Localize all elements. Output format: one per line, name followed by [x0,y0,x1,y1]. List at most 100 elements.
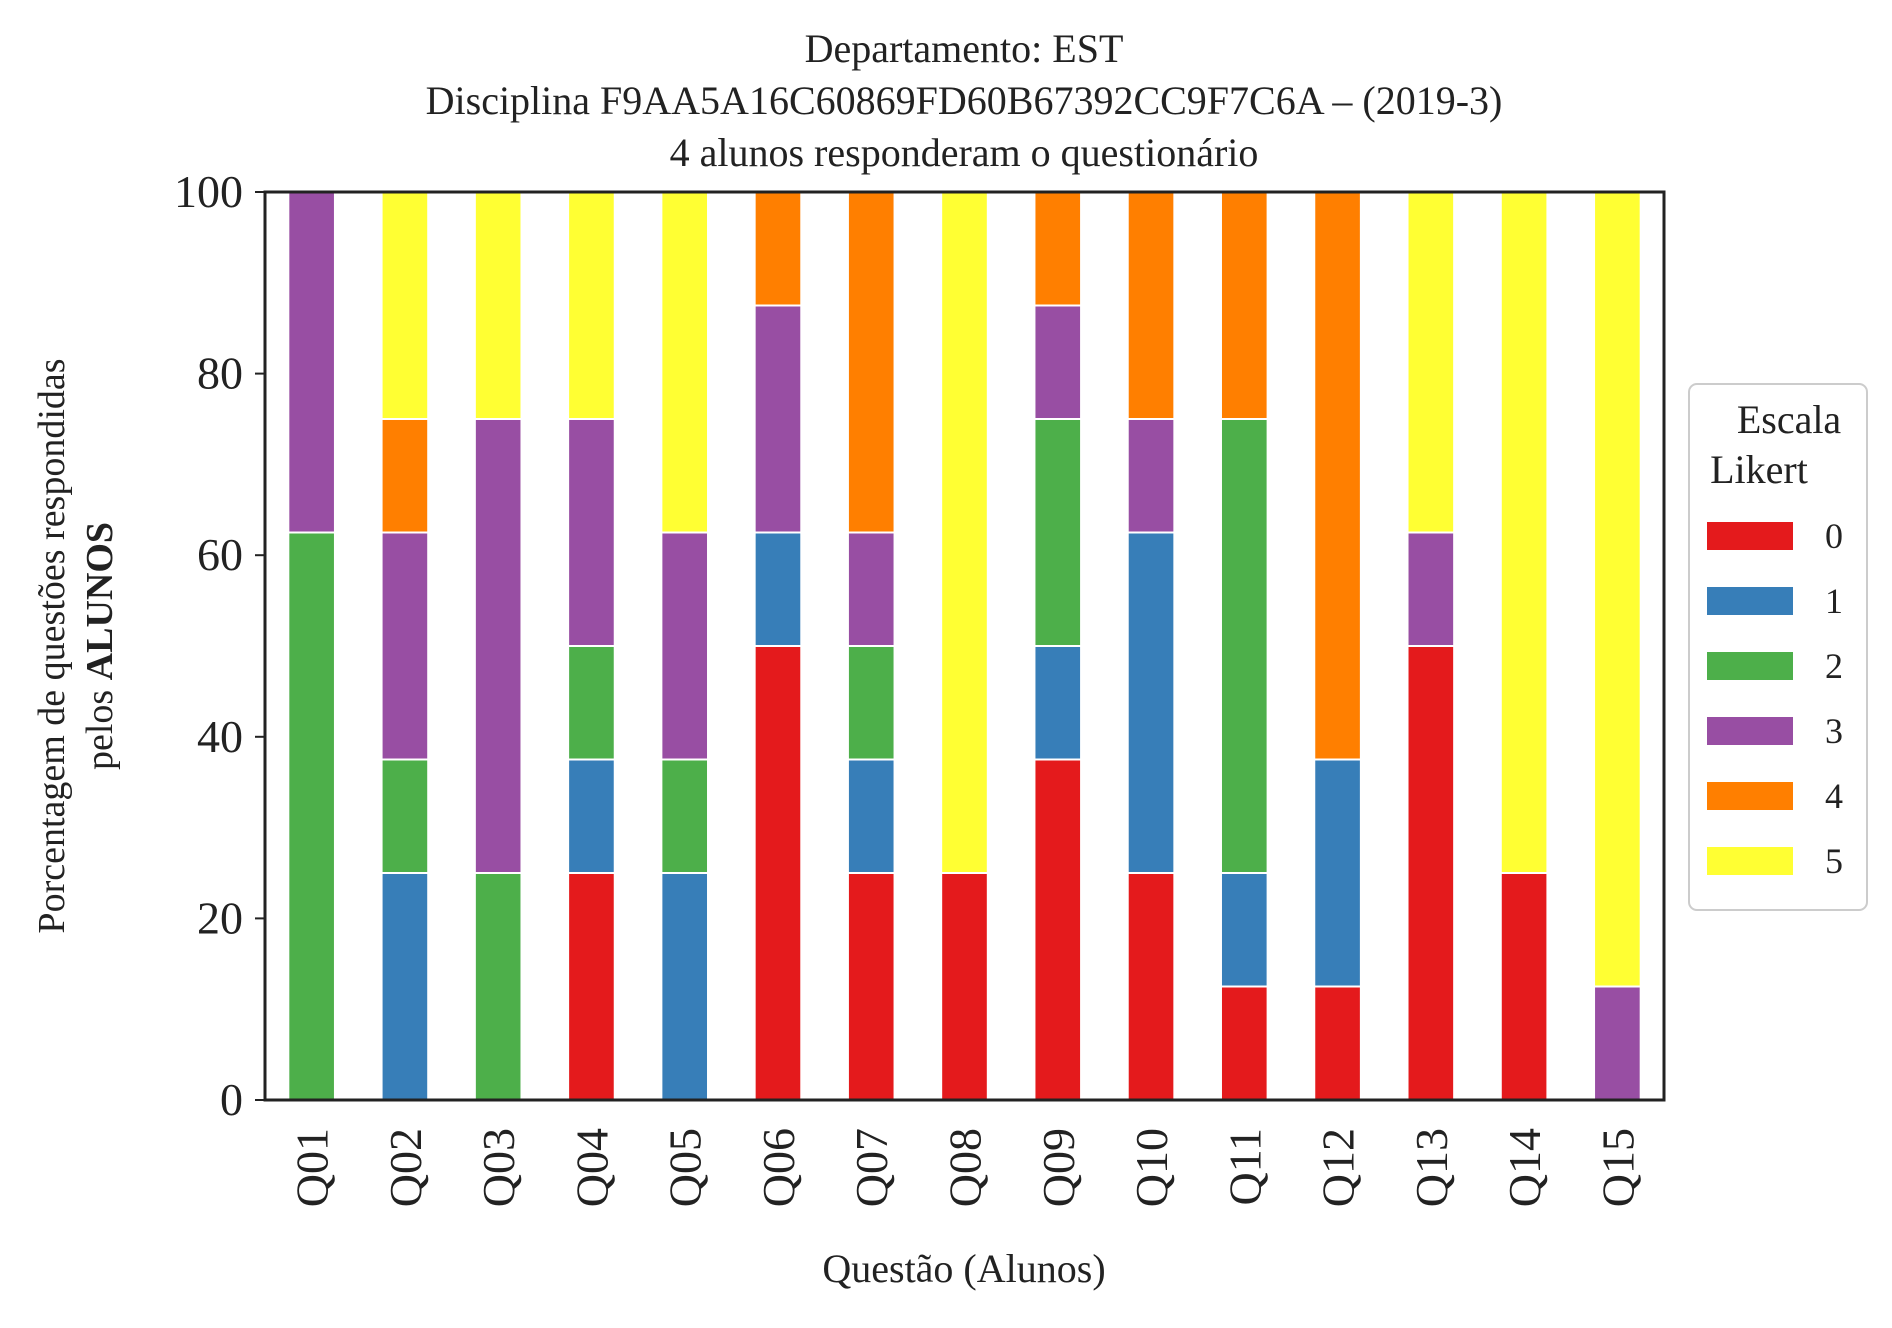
bar-segment-q13-likert-0 [1406,645,1456,1101]
bar-segment-q07-likert-0 [846,872,896,1101]
x-tick-label: Q13 [1406,1128,1457,1207]
bar-segment-q09-likert-3 [1033,304,1083,420]
x-tick-label: Q14 [1499,1128,1550,1207]
legend-swatch-likert-1 [1707,587,1793,615]
bar-segment-q10-likert-3 [1126,418,1176,534]
bar-segment-q11-likert-2 [1219,418,1269,874]
bar-segment-q09-likert-2 [1033,418,1083,647]
x-tick-label: Q12 [1313,1128,1364,1207]
bar-segment-q13-likert-5 [1406,191,1456,534]
bar-segment-q15-likert-5 [1593,191,1642,988]
x-axis-label: Questão (Alunos) [822,1246,1105,1291]
bar-segment-q11-likert-1 [1219,872,1269,988]
bar-segment-q04-likert-0 [567,872,616,1101]
legend-swatch-likert-3 [1707,717,1793,745]
bar-segment-q02-likert-4 [380,418,430,534]
chart-title-line-1: Departamento: EST [805,26,1124,71]
x-tick-label: Q08 [940,1128,991,1207]
y-axis-label: Porcentagem de questões respondidas pelo… [31,358,121,933]
bar-segment-q02-likert-3 [380,531,430,761]
bar-segment-q09-likert-1 [1033,645,1083,761]
chart-title-line-3: 4 alunos responderam o questionário [670,130,1259,175]
y-axis-label-line-1: Porcentagem de questões respondidas [31,358,73,933]
bar-segment-q07-likert-4 [846,191,896,534]
legend-swatch-likert-4 [1707,782,1793,810]
bar-segment-q04-likert-5 [567,191,616,420]
bar-segment-q06-likert-3 [753,304,803,534]
bar-segment-q07-likert-1 [846,758,896,874]
bar-segment-q07-likert-2 [846,645,896,761]
bar-segment-q05-likert-3 [660,531,710,761]
legend: Escala Likert 0 1 2 3 4 5 [1688,383,1868,911]
y-tick-label: 60 [197,529,243,580]
bar-segment-q05-likert-5 [660,191,710,534]
bar-segment-q12-likert-4 [1313,191,1362,761]
plot-frame [263,190,1666,1102]
bar-segment-q08-likert-5 [940,191,989,874]
x-tick-label: Q02 [380,1128,431,1207]
x-tick-label: Q04 [566,1128,617,1207]
bar-segment-q14-likert-0 [1499,872,1549,1101]
x-tick-label: Q11 [1219,1128,1270,1206]
legend-label-likert-5: 5 [1825,841,1843,881]
bar-segment-q05-likert-2 [660,758,710,874]
legend-entries: 0 1 2 3 4 5 [1707,516,1843,881]
bar-segment-q04-likert-3 [567,418,616,647]
y-tick-label: 40 [197,711,243,762]
bar-segment-q10-likert-4 [1126,191,1176,420]
legend-title-line-1: Escala [1737,397,1842,442]
x-tick-label: Q01 [287,1128,338,1207]
legend-swatch-likert-0 [1707,522,1793,550]
legend-label-likert-2: 2 [1825,646,1843,686]
x-ticks: Q01 Q02 Q03 Q04 Q05 Q06 Q07 Q08 Q09 Q10 Q11 Q12 Q13 Q… [287,1128,1644,1207]
x-tick-label: Q09 [1033,1128,1084,1207]
bar-segment-q03-likert-3 [473,418,523,874]
legend-label-likert-3: 3 [1825,711,1843,751]
legend-label-likert-0: 0 [1825,516,1843,556]
x-tick-label: Q07 [846,1128,897,1207]
bar-segment-q15-likert-3 [1593,985,1642,1101]
legend-label-likert-1: 1 [1825,581,1843,621]
legend-frame [1688,383,1868,911]
bar-segment-q04-likert-1 [567,758,616,874]
bar-segment-q14-likert-5 [1499,191,1549,874]
bar-segment-q08-likert-0 [940,872,989,1101]
x-tick-label: Q15 [1592,1128,1643,1207]
y-tick-label: 0 [220,1074,243,1125]
x-tick-label: Q05 [660,1128,711,1207]
bar-segment-q04-likert-2 [567,645,616,761]
bar-segment-q09-likert-4 [1033,191,1083,307]
y-tick-label: 20 [197,892,243,943]
bar-segment-q05-likert-1 [660,872,710,1101]
legend-label-likert-4: 4 [1825,776,1843,816]
bar-segment-q13-likert-3 [1406,531,1456,647]
bar-segment-q03-likert-2 [473,872,523,1101]
x-tick-label: Q03 [473,1128,524,1207]
chart-title-line-2: Disciplina F9AA5A16C60869FD60B67392CC9F7… [426,78,1503,123]
bar-segment-q12-likert-1 [1313,758,1362,988]
y-ticks: 0 20 40 60 80 100 [174,166,265,1125]
bar-segment-q01-likert-2 [287,531,336,1101]
bar-segment-q09-likert-0 [1033,758,1083,1101]
y-tick-label: 80 [197,348,243,399]
bar-segment-q06-likert-4 [753,191,803,307]
y-axis-label-bold: ALUNOS [79,522,121,680]
bar-segment-q02-likert-1 [380,872,430,1101]
y-tick-label: 100 [174,166,243,217]
x-tick-label: Q06 [753,1128,804,1207]
bar-segment-q10-likert-0 [1126,872,1176,1101]
bar-segment-q12-likert-0 [1313,985,1362,1101]
bar-segment-q11-likert-4 [1219,191,1269,420]
bar-segment-q02-likert-2 [380,758,430,874]
bar-segment-q01-likert-3 [287,191,336,534]
legend-swatch-likert-5 [1707,847,1793,875]
bar-segment-q06-likert-1 [753,531,803,647]
bars-layer [287,191,1642,1101]
bar-segment-q06-likert-0 [753,645,803,1101]
bar-segment-q03-likert-5 [473,191,523,420]
bar-segment-q10-likert-1 [1126,531,1176,874]
y-axis-label-prefix: pelos [79,680,121,770]
x-tick-label: Q10 [1126,1128,1177,1207]
